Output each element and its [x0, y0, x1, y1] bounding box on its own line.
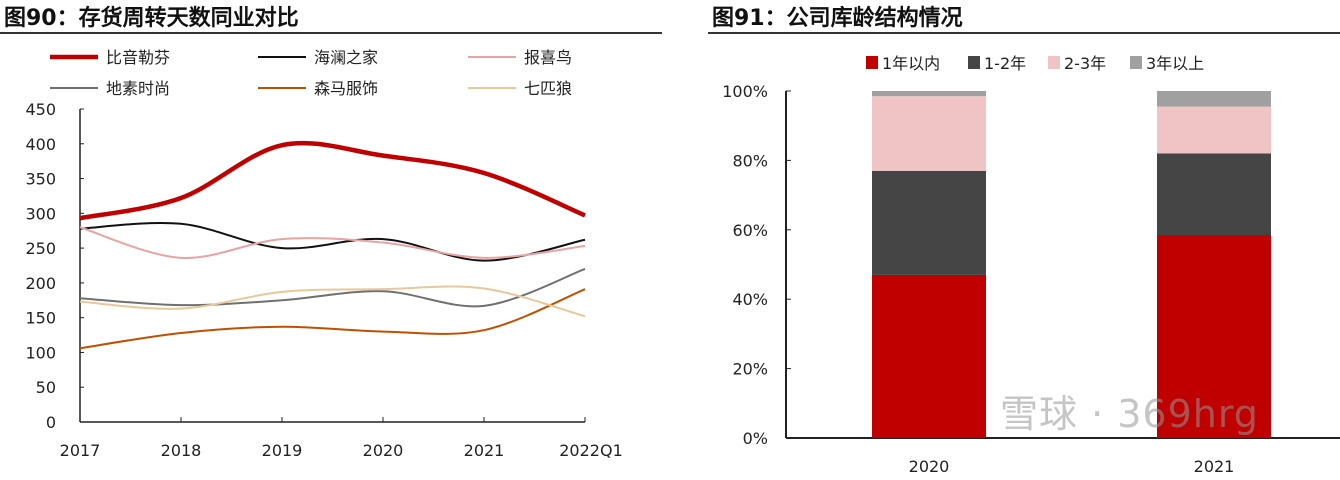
y-tick-label: 350	[25, 170, 56, 189]
bar-y-tick-label: 100%	[722, 82, 768, 101]
legend-swatch	[1048, 56, 1060, 69]
legend-label: 1年以内	[882, 54, 940, 73]
legend-label: 七匹狼	[524, 79, 572, 98]
legend-swatch	[1130, 56, 1142, 69]
legend-swatch	[866, 56, 878, 69]
bar-y-tick-label: 80%	[732, 151, 768, 170]
legend-label: 海澜之家	[314, 48, 378, 67]
legend-label: 3年以上	[1146, 54, 1204, 73]
legend-label: 地素时尚	[106, 79, 170, 98]
x-tick-label: 2021	[464, 441, 505, 460]
bar-segment	[1157, 235, 1271, 438]
watermark: 雪球 · 369hrg	[1000, 392, 1259, 436]
left-chart-title: 图90：存货周转天数同业对比	[4, 6, 299, 31]
bar-x-tick-label: 2020	[909, 457, 950, 476]
bar-segment	[872, 96, 986, 171]
legend-label: 报喜鸟	[524, 48, 572, 67]
x-tick-label: 2020	[363, 441, 404, 460]
bar-y-tick-label: 40%	[732, 290, 768, 309]
x-tick-label: 2022Q1	[559, 441, 623, 460]
bar-segment	[872, 170, 986, 275]
bar-y-tick-label: 20%	[732, 360, 768, 379]
y-tick-label: 100	[25, 343, 56, 362]
bar-segment	[872, 274, 986, 438]
legend-label: 比音勒芬	[106, 48, 170, 67]
bar-segment	[1157, 91, 1271, 107]
bar-y-tick-label: 0%	[743, 429, 768, 448]
y-tick-label: 0	[46, 413, 56, 432]
y-tick-label: 200	[25, 274, 56, 293]
bar-segment	[1157, 153, 1271, 236]
line-series-6	[79, 285, 586, 318]
legend-label: 1-2年	[984, 54, 1026, 73]
x-tick-label: 2017	[60, 441, 101, 460]
left-title-rule	[0, 32, 662, 34]
bar-segment	[872, 91, 986, 97]
right-chart-title: 图91：公司库龄结构情况	[712, 6, 963, 31]
x-tick-label: 2018	[161, 441, 202, 460]
legend-label: 森马服饰	[314, 79, 378, 98]
bar-segment	[1157, 106, 1271, 154]
y-tick-label: 250	[25, 239, 56, 258]
bar-x-tick-label: 2021	[1194, 457, 1235, 476]
line-series-5	[79, 288, 586, 350]
line-series-3	[79, 226, 586, 259]
legend-swatch	[968, 56, 980, 69]
line-series-1	[79, 140, 586, 221]
y-tick-label: 300	[25, 204, 56, 223]
legend-label: 2-3年	[1064, 54, 1106, 73]
line-series-4	[79, 268, 586, 308]
line-series-2	[79, 221, 586, 262]
y-tick-label: 400	[25, 135, 56, 154]
bar-y-tick-label: 60%	[732, 221, 768, 240]
y-tick-label: 450	[25, 100, 56, 119]
y-tick-label: 50	[36, 378, 56, 397]
x-tick-label: 2019	[262, 441, 303, 460]
y-tick-label: 150	[25, 309, 56, 328]
right-title-rule	[708, 32, 1340, 34]
